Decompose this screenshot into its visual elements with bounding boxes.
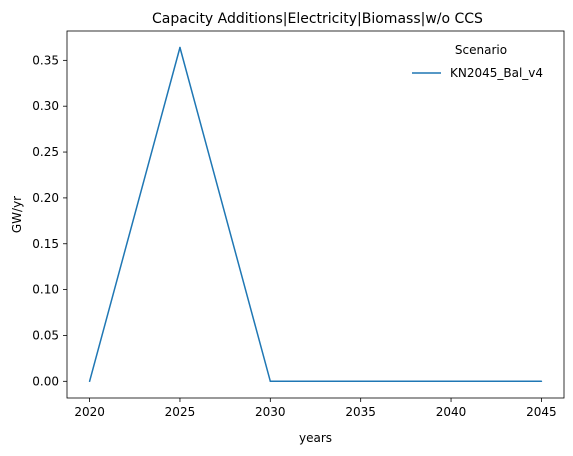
y-tick-label: 0.20: [32, 191, 59, 205]
plot-area: [66, 30, 565, 399]
data-point: [269, 380, 272, 383]
x-tick-label: 2030: [255, 405, 286, 419]
y-tick-label: 0.30: [32, 99, 59, 113]
data-point: [88, 380, 91, 383]
y-tick-label: 0.25: [32, 145, 59, 159]
y-tick-label: 0.00: [32, 374, 59, 388]
y-axis-ticks: 0.00 0.05 0.10 0.15 0.20 0.25 0.30 0.35: [32, 53, 67, 388]
y-tick-label: 0.05: [32, 328, 59, 342]
chart-title: Capacity Additions|Electricity|Biomass|w…: [152, 11, 483, 27]
x-tick-label: 2045: [526, 405, 557, 419]
x-tick-label: 2025: [165, 405, 196, 419]
y-tick-label: 0.10: [32, 283, 59, 297]
y-tick-label: 0.35: [32, 53, 59, 67]
data-point: [179, 46, 181, 49]
x-tick-label: 2035: [345, 405, 376, 419]
data-point: [450, 380, 452, 383]
x-tick-label: 2040: [436, 405, 467, 419]
legend-entry-label: KN2045_Bal_v4: [450, 66, 543, 80]
legend: Scenario KN2045_Bal_v4: [412, 43, 543, 80]
x-tick-label: 2020: [74, 405, 105, 419]
series-group: [88, 46, 543, 383]
y-axis-label: GW/yr: [10, 196, 24, 233]
legend-title: Scenario: [455, 43, 507, 57]
data-point: [540, 380, 543, 383]
series-line: [88, 46, 542, 383]
data-point: [359, 380, 362, 383]
x-axis-ticks: 2020 2025 2030 2035 2040 2045: [74, 398, 557, 419]
y-tick-label: 0.15: [32, 237, 59, 251]
x-axis-label: years: [299, 431, 332, 445]
